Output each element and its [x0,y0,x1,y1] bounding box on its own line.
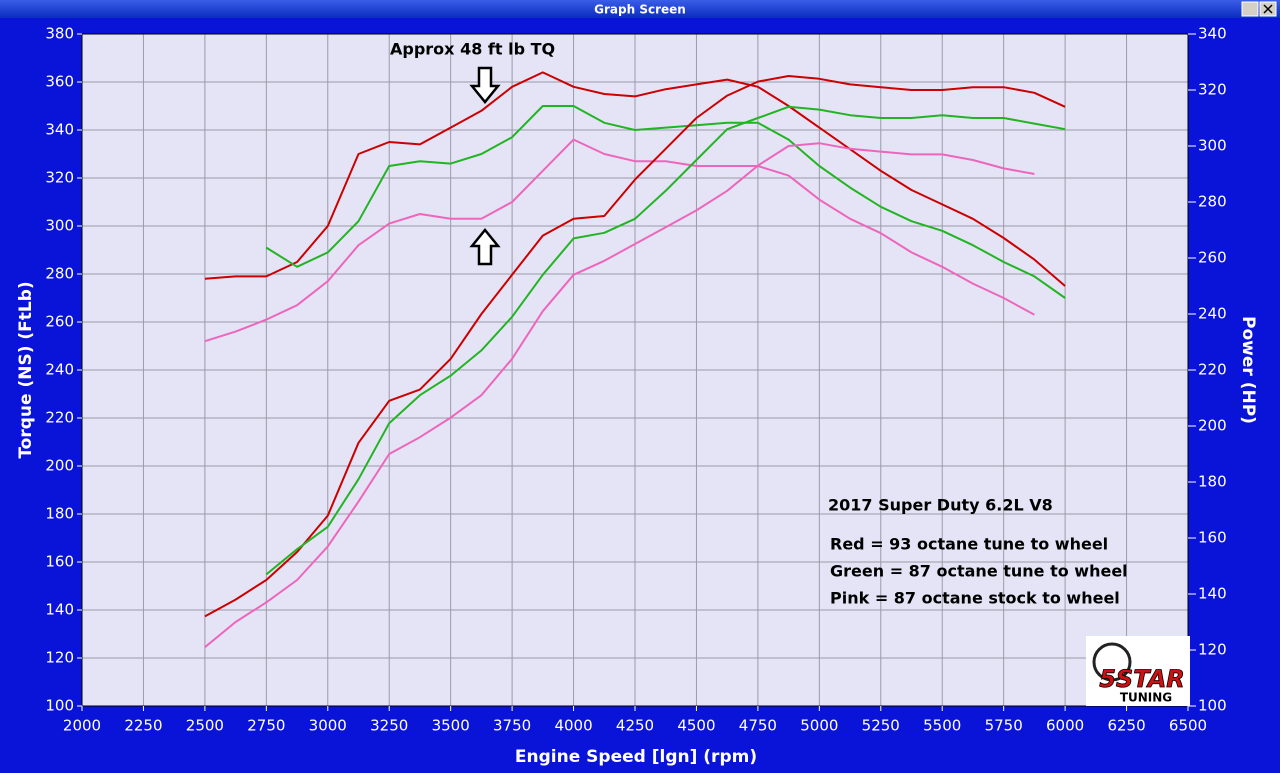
x-tick-label: 5500 [923,717,961,735]
y2-tick-label: 300 [1198,137,1227,155]
y2-tick-label: 240 [1198,305,1227,323]
x-tick-label: 3750 [493,717,531,735]
x-tick-label: 5250 [862,717,900,735]
y2-tick-label: 280 [1198,193,1227,211]
y-tick-label: 180 [45,505,74,523]
x-tick-label: 4750 [739,717,777,735]
y-tick-label: 160 [45,553,74,571]
y-axis-title: Torque (NS) (FtLb) [16,281,36,458]
y-tick-label: 320 [45,169,74,187]
series-line [265,105,1066,576]
x-tick-label: 2000 [63,717,101,735]
x-tick-label: 2750 [247,717,285,735]
x-tick-label: 2500 [186,717,224,735]
x-tick-label: 5000 [800,717,838,735]
arrow-down [469,66,501,104]
x-tick-label: 6000 [1046,717,1084,735]
y-tick-label: 260 [45,313,74,331]
x-tick-label: 3250 [370,717,408,735]
y2-tick-label: 320 [1198,81,1227,99]
y-tick-label: 380 [45,25,74,43]
y2-tick-label: 220 [1198,361,1227,379]
logo-brand: 5STAR [1099,665,1185,693]
annotation: 2017 Super Duty 6.2L V8 [828,496,1053,515]
arrow-up [469,228,501,266]
x-tick-label: 3500 [432,717,470,735]
close-icon [1263,4,1273,14]
y2-tick-label: 200 [1198,417,1227,435]
x-tick-label: 4000 [554,717,592,735]
x-tick-label: 3000 [309,717,347,735]
y-tick-label: 220 [45,409,74,427]
annotation: Green = 87 octane tune to wheel [830,562,1128,581]
annotation: Red = 93 octane tune to wheel [830,535,1108,554]
y-tick-label: 100 [45,697,74,715]
title-bar [0,0,1280,18]
y-tick-label: 200 [45,457,74,475]
y-tick-label: 120 [45,649,74,667]
restore-button[interactable] [1241,1,1259,17]
y2-tick-label: 340 [1198,25,1227,43]
y-tick-label: 240 [45,361,74,379]
annotation: Approx 48 ft lb TQ [390,40,555,59]
x-tick-label: 4250 [616,717,654,735]
window-title: Graph Screen [594,3,686,17]
x-tick-label: 6250 [1107,717,1145,735]
series-line [204,138,1035,343]
lines [204,71,1066,648]
y-tick-label: 300 [45,217,74,235]
logo-ring [1092,642,1132,682]
y-tick-label: 280 [45,265,74,283]
x-tick-label: 6500 [1169,717,1207,735]
series-line [204,71,1066,287]
series-line [265,105,1066,299]
series-line [204,75,1066,618]
x-tick-label: 2250 [124,717,162,735]
y2-axis-title: Power (HP) [1238,316,1258,424]
y2-tick-label: 100 [1198,697,1227,715]
x-tick-label: 4500 [677,717,715,735]
annotation: Pink = 87 octane stock to wheel [830,589,1120,608]
x-axis-title: Engine Speed [lgn] (rpm) [515,747,757,767]
series-line [204,142,1035,648]
y2-tick-label: 160 [1198,529,1227,547]
y-tick-label: 340 [45,121,74,139]
y-tick-label: 360 [45,73,74,91]
logo-tagline: TUNING [1120,691,1172,705]
x-tick-label: 5750 [985,717,1023,735]
y2-tick-label: 260 [1198,249,1227,267]
y2-tick-label: 120 [1198,641,1227,659]
y-tick-label: 140 [45,601,74,619]
y2-tick-label: 180 [1198,473,1227,491]
y2-tick-label: 140 [1198,585,1227,603]
